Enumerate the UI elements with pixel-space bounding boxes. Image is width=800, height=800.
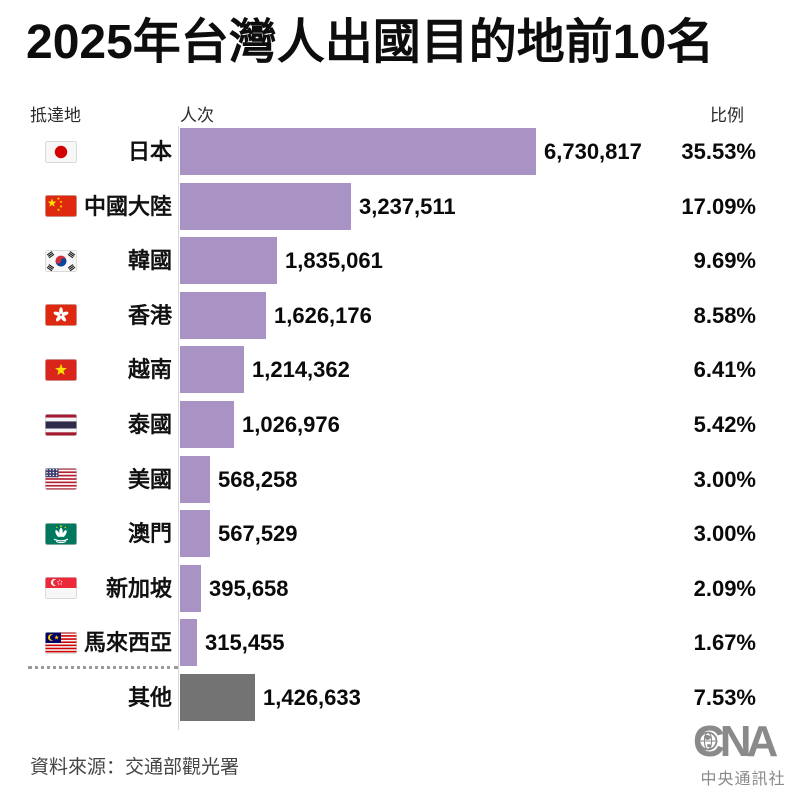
ratio-label: 3.00% [693, 466, 756, 492]
flag-thailand-icon [45, 413, 77, 436]
bar [180, 128, 536, 175]
chart-row: 馬來西亞 315,455 1.67% [0, 619, 800, 667]
ratio-label: 7.53% [693, 685, 756, 710]
value-label: 395,658 [209, 575, 289, 601]
chart-row: 越南 1,214,362 6.41% [0, 346, 800, 394]
flag-vietnam-icon [45, 358, 77, 381]
country-label: 泰國 [127, 412, 172, 437]
ratio-label: 5.42% [693, 412, 756, 437]
source-note: 資料來源：交通部觀光署 [30, 757, 240, 778]
cna-logo-letters: CNA [693, 717, 783, 766]
flag-malaysia-icon [45, 631, 77, 654]
chart-row: 澳門 567,529 3.00% [0, 510, 800, 558]
bar [180, 619, 197, 667]
bar [180, 237, 277, 285]
value-label: 6,730,817 [544, 139, 642, 164]
country-label: 馬來西亞 [83, 630, 172, 656]
value-label: 567,529 [218, 521, 298, 547]
flag-south-korea-icon [45, 249, 77, 272]
country-label: 香港 [127, 302, 172, 328]
country-label: 新加坡 [105, 575, 172, 601]
dotted-separator [28, 666, 178, 669]
country-label: 美國 [127, 466, 172, 492]
column-header-count: 人次 [180, 106, 214, 125]
chart-row: 中國大陸 3,237,511 17.09% [0, 182, 800, 230]
flag-china-icon [45, 195, 77, 218]
bar-other [180, 674, 255, 721]
flag-japan-icon [45, 140, 77, 163]
value-label: 1,426,633 [263, 685, 361, 710]
cna-logo: CNA 中央通訊社 [690, 716, 796, 789]
value-label: 315,455 [205, 630, 285, 656]
bar [180, 401, 234, 448]
axis-baseline [178, 126, 179, 730]
bar [180, 346, 244, 394]
flag-hong-kong-icon [45, 304, 77, 327]
chart-row: 日本 6,730,817 35.53% [0, 128, 800, 175]
flag-macau-icon [45, 522, 77, 545]
value-label: 1,026,976 [242, 412, 340, 437]
flag-united-states-icon [45, 468, 77, 491]
chart-row: 其他 1,426,633 7.53% [0, 674, 800, 721]
country-label: 韓國 [127, 248, 172, 274]
country-label: 其他 [127, 685, 172, 710]
ratio-label: 1.67% [693, 630, 756, 656]
ratio-label: 35.53% [681, 139, 756, 164]
value-label: 1,626,176 [274, 302, 372, 328]
ratio-label: 2.09% [693, 575, 756, 601]
ratio-label: 9.69% [693, 248, 756, 274]
chart-row: 美國 568,258 3.00% [0, 455, 800, 503]
bar [180, 564, 201, 612]
country-label: 日本 [127, 139, 172, 164]
value-label: 1,214,362 [252, 357, 350, 383]
value-label: 3,237,511 [359, 193, 456, 219]
flag-singapore-icon [45, 577, 77, 600]
chart-row: 泰國 1,026,976 5.42% [0, 401, 800, 448]
ratio-label: 8.58% [693, 302, 756, 328]
country-label: 澳門 [127, 521, 172, 547]
cna-logo-subtext: 中央通訊社 [700, 771, 786, 788]
country-label: 中國大陸 [83, 193, 172, 219]
bar [180, 182, 351, 230]
bar [180, 291, 266, 339]
column-header-destination: 抵達地 [30, 106, 81, 125]
ratio-label: 17.09% [681, 193, 756, 219]
bar [180, 455, 210, 503]
column-header-ratio: 比例 [710, 106, 744, 125]
ratio-label: 3.00% [693, 521, 756, 547]
value-label: 568,258 [218, 466, 298, 492]
chart-title: 2025年台灣人出國目的地前10名 [26, 16, 715, 69]
value-label: 1,835,061 [285, 248, 383, 274]
chart-row: 韓國 1,835,061 9.69% [0, 237, 800, 285]
ratio-label: 6.41% [693, 357, 756, 383]
bar [180, 510, 210, 558]
chart-row: 新加坡 395,658 2.09% [0, 564, 800, 612]
country-label: 越南 [127, 357, 172, 383]
globe-icon [698, 731, 718, 751]
chart-row: 香港 1,626,176 8.58% [0, 291, 800, 339]
